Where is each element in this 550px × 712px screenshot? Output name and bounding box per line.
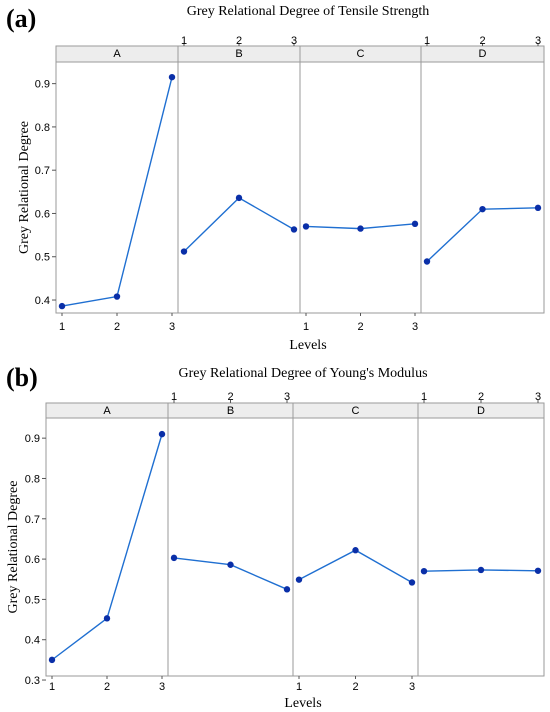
x-tick-label-bottom: 3 (412, 321, 418, 333)
x-tick-label-top: 3 (291, 35, 297, 47)
strip-label-B: B (227, 405, 234, 417)
y-tick-label: 0.8 (35, 122, 50, 134)
data-point-D-3 (534, 204, 542, 212)
data-point-A-1 (58, 302, 66, 310)
y-tick-label: 0.4 (25, 635, 40, 647)
chart-b: Grey Relational Degree of Young's Modulu… (6, 366, 545, 711)
strip-label-A: A (103, 405, 111, 417)
x-tick-label-top: 2 (227, 391, 233, 403)
y-tick-label: 0.3 (25, 675, 40, 687)
data-point-B-3 (283, 586, 291, 593)
x-tick-label-top: 2 (236, 35, 242, 47)
panel-label-a: (a) (6, 4, 37, 33)
strip-label-B: B (235, 48, 242, 60)
y-tick-label: 0.9 (25, 433, 40, 445)
y-axis-title: Grey Relational Degree (17, 121, 32, 254)
data-point-C-3 (408, 579, 416, 586)
x-tick-label-bottom: 1 (59, 321, 65, 333)
x-tick-label-top: 1 (171, 391, 177, 403)
data-point-B-2 (227, 561, 234, 568)
data-point-D-2 (477, 566, 485, 574)
x-tick-label-top: 2 (478, 391, 484, 403)
x-tick-label-bottom: 1 (49, 681, 55, 693)
chart-title: Grey Relational Degree of Young's Modulu… (178, 366, 427, 381)
x-tick-label-top: 1 (421, 391, 427, 403)
data-point-B-2 (235, 194, 243, 202)
data-point-A-3 (168, 73, 176, 81)
strip-label-C: C (352, 405, 360, 417)
data-point-A-2 (103, 615, 111, 622)
series-line-B (183, 197, 295, 253)
data-point-A-3 (158, 430, 166, 438)
x-tick-label-top: 3 (535, 35, 541, 47)
y-tick-label: 0.7 (35, 165, 50, 177)
x-tick-label-bottom: 2 (352, 681, 358, 693)
x-tick-label-bottom: 3 (409, 681, 415, 693)
series-line-C (298, 549, 413, 584)
series-line-D (426, 207, 539, 263)
x-tick-label-top: 1 (181, 35, 187, 47)
x-tick-label-bottom: 2 (104, 681, 110, 693)
y-tick-label: 0.4 (35, 295, 50, 307)
y-tick-label: 0.5 (35, 252, 50, 264)
data-point-C-1 (295, 576, 303, 583)
data-point-A-2 (113, 293, 121, 300)
data-point-C-3 (411, 220, 419, 228)
x-tick-label-bottom: 1 (296, 681, 302, 693)
y-tick-label: 0.9 (35, 79, 50, 91)
x-tick-label-bottom: 2 (114, 321, 120, 333)
series-line-A (51, 433, 163, 661)
x-tick-label-bottom: 3 (159, 681, 165, 693)
x-tick-label-top: 1 (424, 35, 430, 47)
data-point-D-3 (534, 567, 542, 574)
y-axis-title: Grey Relational Degree (6, 481, 21, 614)
x-tick-label-top: 3 (535, 391, 541, 403)
data-point-D-2 (479, 205, 486, 213)
panel-label-b: (b) (6, 363, 38, 392)
data-point-D-1 (420, 567, 428, 575)
x-axis-title: Levels (289, 338, 326, 353)
strip-label-D: D (477, 405, 485, 417)
x-tick-label-top: 2 (479, 35, 485, 47)
data-point-A-1 (48, 656, 56, 664)
strip-label-D: D (479, 48, 487, 60)
data-point-B-3 (290, 226, 298, 233)
y-tick-label: 0.5 (25, 594, 40, 606)
x-axis-title: Levels (284, 696, 321, 711)
x-tick-label-bottom: 3 (169, 321, 175, 333)
strip-label-A: A (113, 48, 121, 60)
data-point-C-2 (352, 547, 359, 554)
chart-title: Grey Relational Degree of Tensile Streng… (187, 4, 430, 19)
series-line-A (61, 76, 173, 307)
plot-frame (45, 417, 545, 677)
data-point-C-2 (357, 225, 364, 232)
x-tick-label-bottom: 1 (303, 321, 309, 333)
y-tick-label: 0.7 (25, 514, 40, 526)
data-point-B-1 (170, 554, 178, 562)
data-point-D-1 (423, 258, 431, 265)
y-tick-label: 0.6 (35, 208, 50, 220)
y-tick-label: 0.6 (25, 554, 40, 566)
x-tick-label-bottom: 2 (357, 321, 363, 333)
data-point-B-1 (180, 248, 188, 255)
y-tick-label: 0.8 (25, 473, 40, 485)
chart-a: Grey Relational Degree of Tensile Streng… (17, 4, 545, 353)
data-point-C-1 (302, 223, 310, 230)
x-tick-label-top: 3 (284, 391, 290, 403)
strip-label-C: C (357, 48, 365, 60)
